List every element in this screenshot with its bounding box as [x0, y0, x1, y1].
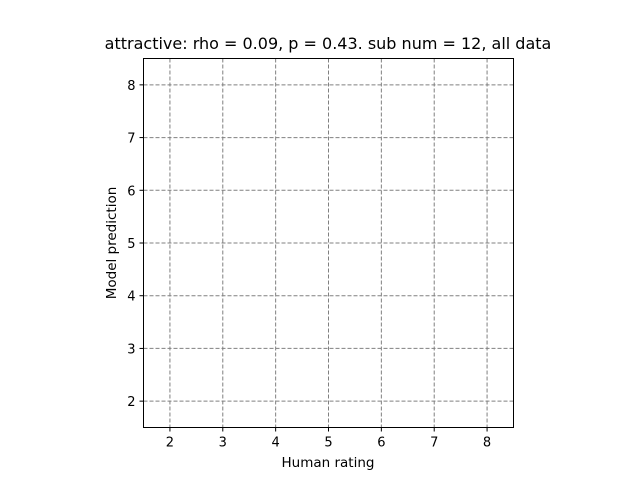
- y-tick-label: 3: [127, 342, 135, 357]
- x-tick-label: 4: [272, 436, 280, 451]
- x-tick-label: 2: [166, 436, 174, 451]
- chart-title: attractive: rho = 0.09, p = 0.43. sub nu…: [105, 34, 552, 53]
- grid-lines: [143, 58, 514, 428]
- y-tick-label: 4: [127, 290, 135, 305]
- y-tick-label: 6: [127, 184, 135, 199]
- y-tick-label: 7: [127, 132, 135, 147]
- x-tick-label: 7: [430, 436, 438, 451]
- x-tick-label: 8: [483, 436, 491, 451]
- y-tick-label: 2: [127, 395, 135, 410]
- y-tick-label: 5: [127, 237, 135, 252]
- x-tick-label: 3: [219, 436, 227, 451]
- x-tick-label: 5: [324, 436, 332, 451]
- x-tick-label: 6: [377, 436, 385, 451]
- x-axis-label: Human rating: [282, 455, 375, 471]
- y-axis-label: Model prediction: [104, 187, 120, 300]
- y-tick-label: 8: [127, 79, 135, 94]
- axis-ticks: 2 3 4 5 6 7 8 2 3 4 5 6 7 8: [127, 79, 491, 451]
